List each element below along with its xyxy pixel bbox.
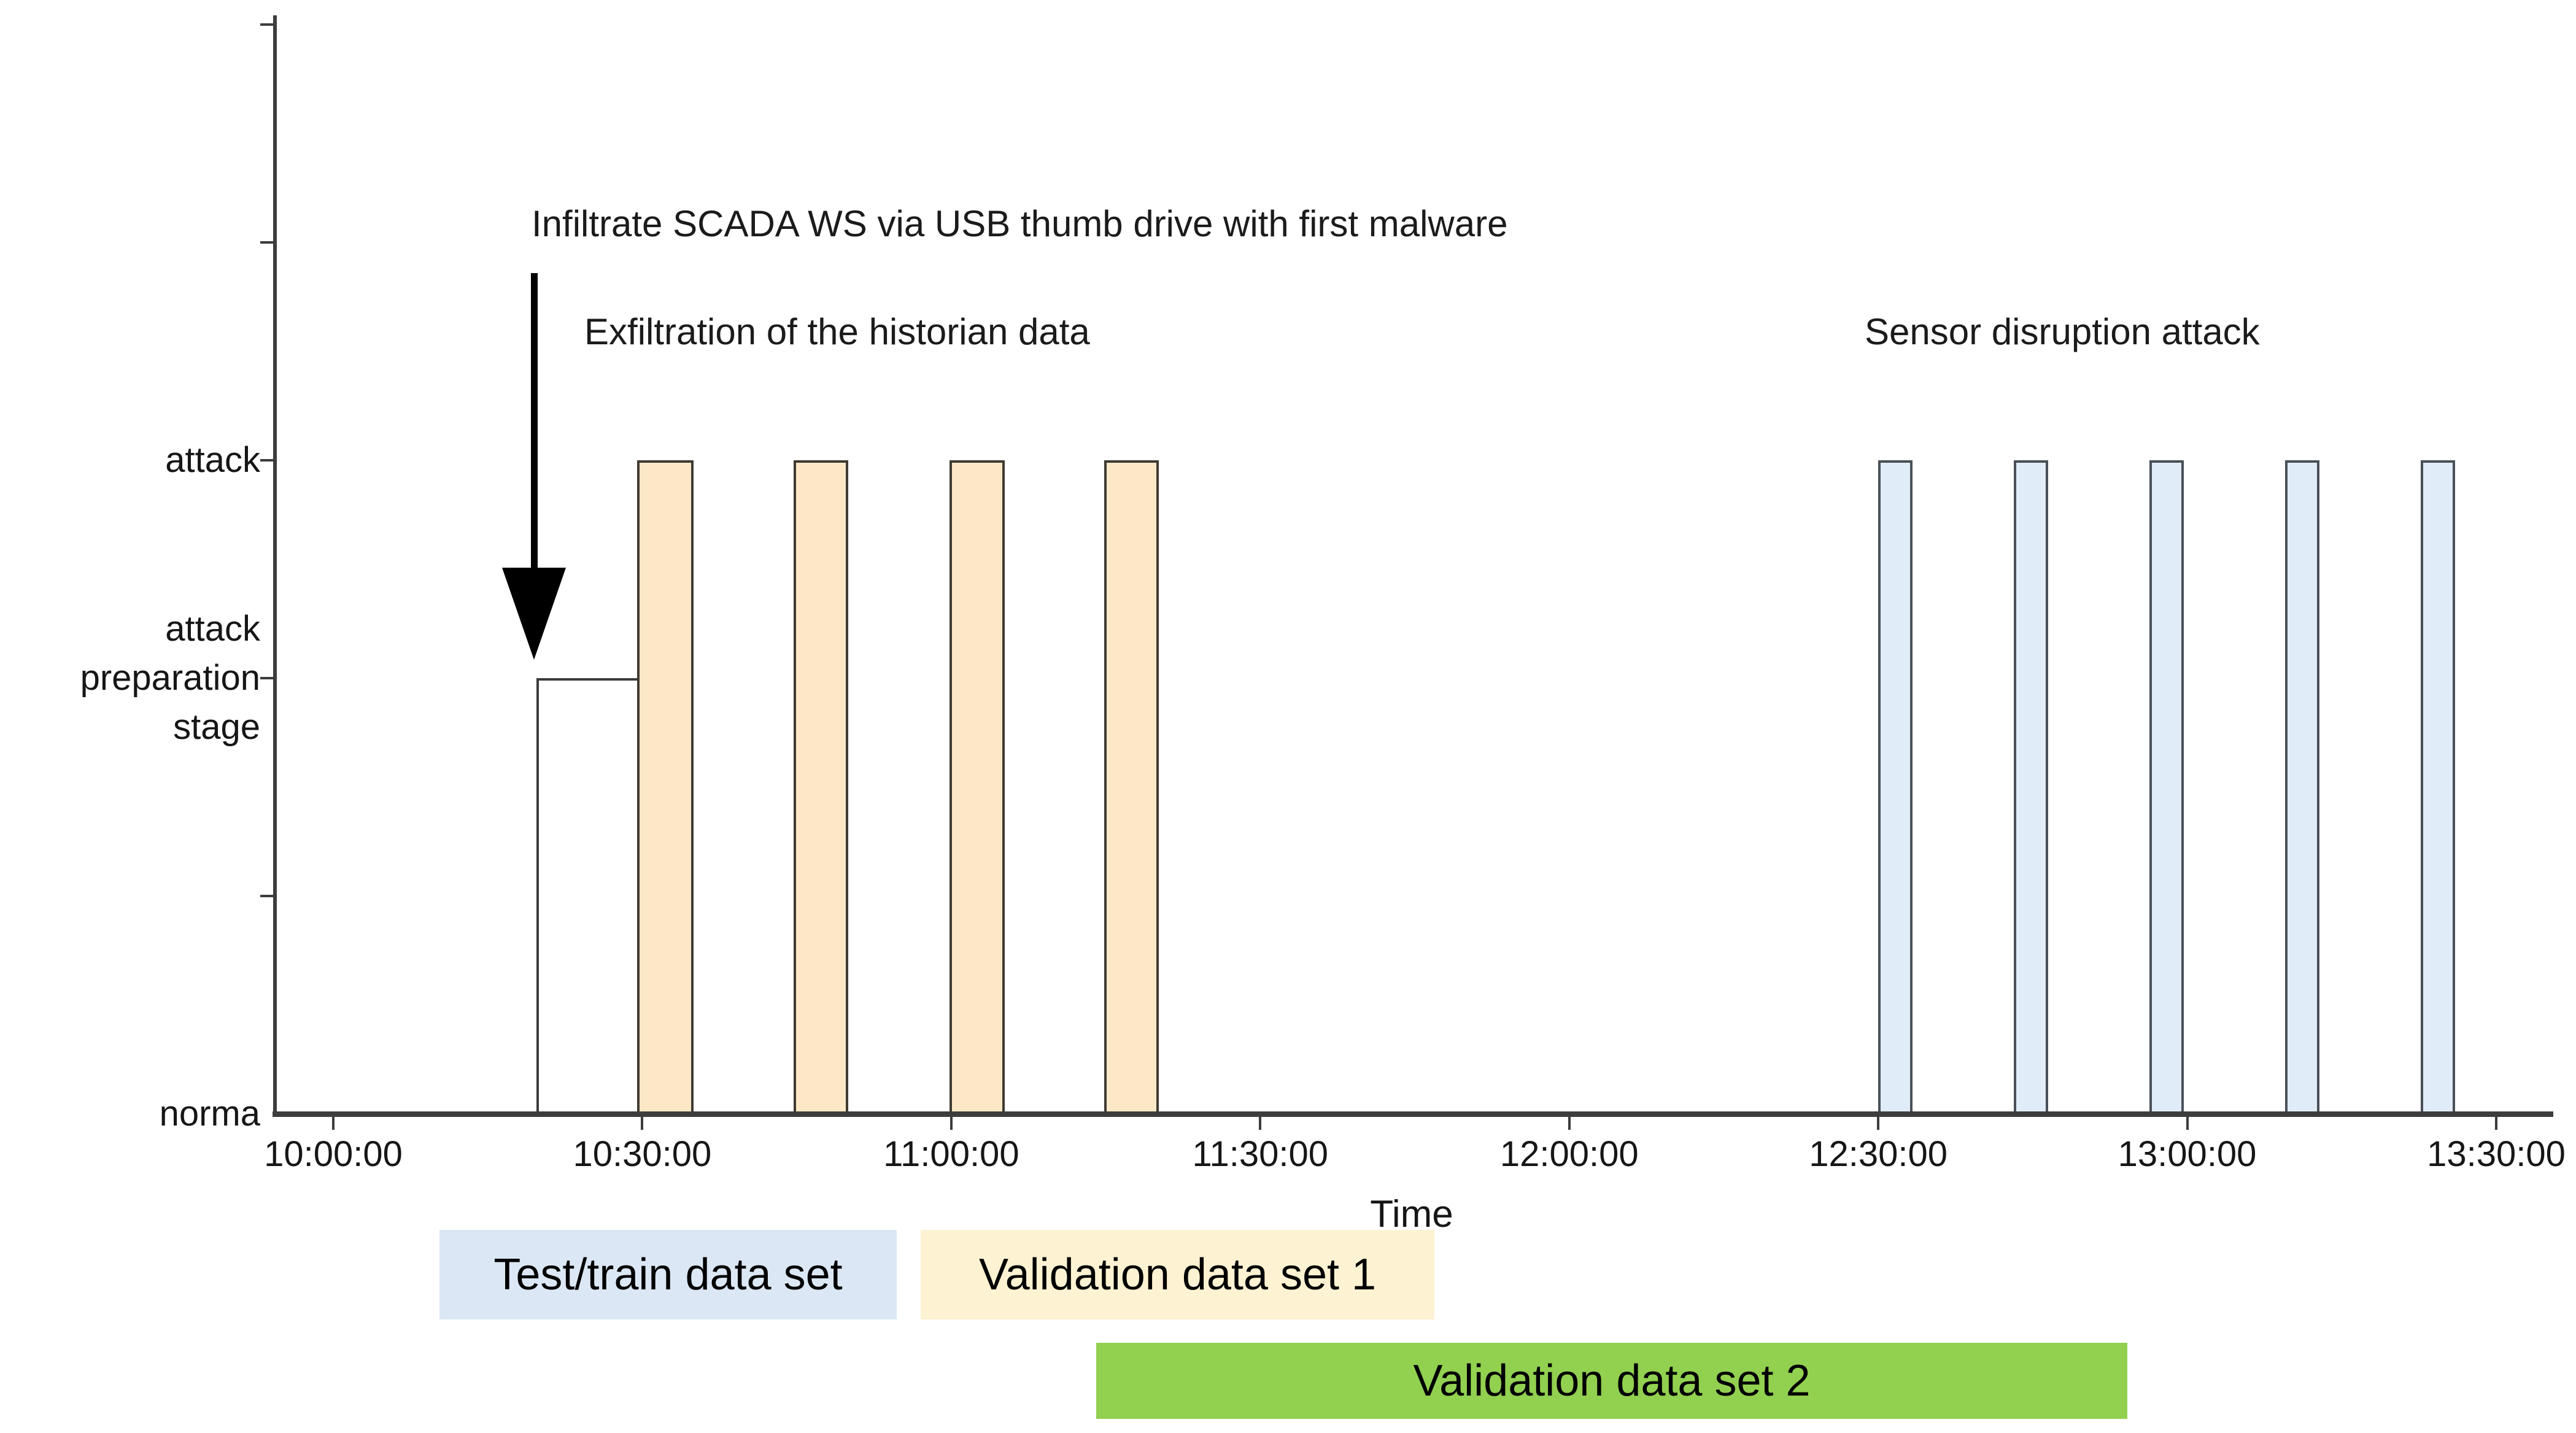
x-tick-mark xyxy=(332,1114,335,1130)
x-tick-label: 11:00:00 xyxy=(883,1134,1019,1174)
y-tick-mark xyxy=(260,459,275,462)
x-axis-title: Time xyxy=(1370,1193,1453,1235)
legend-validation-1-label: Validation data set 1 xyxy=(978,1250,1377,1299)
legend-validation-dataset-1: Validation data set 1 xyxy=(921,1230,1434,1319)
legend-test-train-label: Test/train data set xyxy=(493,1250,843,1299)
legend-validation-2-label: Validation data set 2 xyxy=(1413,1356,1811,1405)
y-tick-mark xyxy=(260,677,275,679)
x-tick-label: 10:30:00 xyxy=(573,1134,712,1174)
y-tick-label: attack preparation stage xyxy=(80,609,260,747)
x-tick-label: 13:00:00 xyxy=(2118,1134,2257,1174)
attack-interval-bar xyxy=(950,460,1005,1114)
x-tick-label: 12:30:00 xyxy=(1809,1134,1948,1174)
x-tick-label: 12:00:00 xyxy=(1499,1134,1639,1174)
attack-interval-bar xyxy=(2284,460,2319,1114)
attack-interval-bar xyxy=(793,460,849,1114)
annotation-exfiltration: Exfiltration of the historian data xyxy=(584,311,1090,352)
annotation-sensor-disruption: Sensor disruption attack xyxy=(1865,311,2260,352)
attack-interval-bar xyxy=(1104,460,1159,1114)
x-tick-mark xyxy=(641,1114,644,1130)
x-tick-mark xyxy=(2495,1114,2497,1130)
attack-interval-bar xyxy=(1878,460,1913,1114)
x-tick-mark xyxy=(2186,1114,2189,1130)
annotation-arrow-head xyxy=(502,568,567,660)
annotation-arrow-shaft xyxy=(531,273,538,574)
legend-validation-dataset-2: Validation data set 2 xyxy=(1096,1343,2127,1419)
attack-interval-bar xyxy=(2420,460,2455,1114)
y-tick-label: norma xyxy=(159,1094,260,1134)
x-tick-mark xyxy=(1568,1114,1571,1130)
y-tick-mark xyxy=(260,895,275,897)
y-tick-mark xyxy=(260,241,275,244)
legend-test-train-dataset: Test/train data set xyxy=(439,1230,897,1319)
x-tick-label: 13:30:00 xyxy=(2427,1134,2566,1174)
prep-step-plateau xyxy=(536,678,640,681)
x-tick-mark xyxy=(950,1114,953,1130)
attack-interval-bar xyxy=(637,460,694,1114)
y-axis-spine xyxy=(273,15,277,1114)
x-axis-spine xyxy=(273,1111,2553,1117)
x-tick-mark xyxy=(1877,1114,1880,1130)
attack-interval-bar xyxy=(2014,460,2048,1114)
y-tick-mark xyxy=(260,23,275,26)
x-tick-label: 11:30:00 xyxy=(1192,1134,1329,1174)
attack-interval-bar xyxy=(2149,460,2184,1114)
y-tick-label: attack xyxy=(165,440,260,480)
annotation-infiltrate: Infiltrate SCADA WS via USB thumb drive … xyxy=(532,203,1508,244)
x-tick-label: 10:00:00 xyxy=(264,1134,403,1174)
prep-step-rise xyxy=(536,678,540,1114)
x-tick-mark xyxy=(1259,1114,1262,1130)
